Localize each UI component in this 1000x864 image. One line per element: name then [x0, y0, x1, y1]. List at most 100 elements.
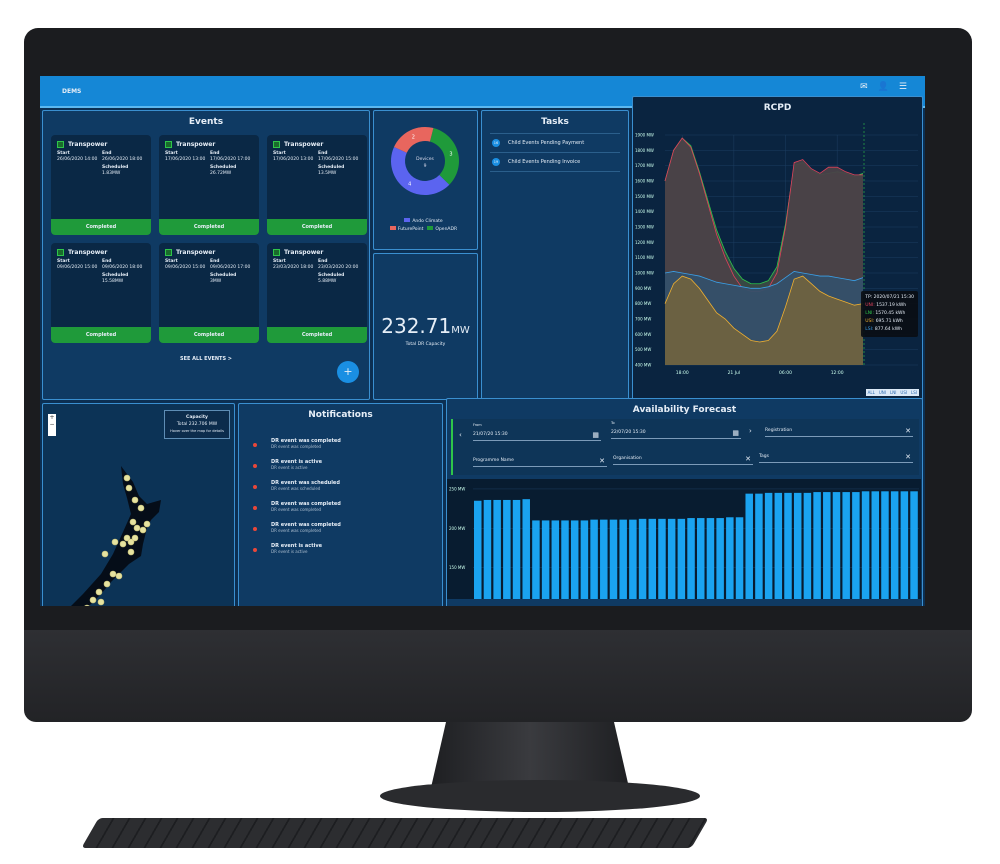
legend-item[interactable]: Ando Climate — [404, 218, 443, 224]
clear-icon[interactable]: ✕ — [599, 457, 605, 465]
donut-slice-openadr[interactable] — [429, 128, 459, 185]
forecast-bar[interactable] — [512, 499, 521, 599]
device-location-marker[interactable] — [123, 474, 131, 482]
donut-slice-futurepoint[interactable] — [394, 127, 434, 153]
forecast-bar[interactable] — [600, 519, 608, 599]
forecast-bar[interactable] — [580, 520, 589, 599]
rcpd-series-button[interactable]: ALL — [867, 390, 875, 395]
forecast-bar[interactable] — [755, 493, 763, 599]
forecast-bar[interactable] — [832, 492, 841, 599]
device-location-marker[interactable] — [95, 588, 103, 596]
forecast-bar[interactable] — [493, 499, 501, 599]
forecast-bar[interactable] — [803, 492, 812, 599]
forecast-bar[interactable] — [852, 492, 860, 599]
forecast-bar[interactable] — [609, 519, 618, 599]
clear-icon[interactable]: ✕ — [905, 427, 911, 435]
forecast-bar[interactable] — [541, 520, 550, 599]
device-location-marker[interactable] — [143, 520, 151, 528]
forecast-bar[interactable] — [735, 517, 744, 599]
prev-arrow-icon[interactable]: ‹ — [459, 431, 462, 439]
forecast-bar[interactable] — [842, 492, 850, 599]
forecast-bar[interactable] — [793, 492, 802, 599]
forecast-bar[interactable] — [638, 518, 647, 599]
from-date-field[interactable]: From 21/07/20 15:30 ▦ — [473, 423, 601, 441]
registration-field[interactable]: Registration ✕ — [765, 425, 913, 437]
notification-item[interactable]: DR event was completed DR event was compl… — [239, 522, 442, 533]
user-icon[interactable]: 👤 — [877, 82, 889, 92]
forecast-bar[interactable] — [474, 500, 482, 599]
forecast-bar[interactable] — [522, 499, 530, 599]
forecast-bar[interactable] — [532, 520, 540, 599]
forecast-bar[interactable] — [629, 519, 637, 599]
donut-slice-ando-climate[interactable] — [391, 146, 450, 195]
device-location-marker[interactable] — [101, 550, 109, 558]
programme-name-field[interactable]: Programme Name ✕ — [473, 455, 607, 467]
forecast-bar[interactable] — [658, 518, 666, 599]
forecast-bar[interactable] — [813, 492, 821, 599]
forecast-bar[interactable] — [619, 519, 627, 599]
rcpd-series-button[interactable]: UNI — [878, 390, 886, 395]
line-usi[interactable] — [664, 275, 864, 343]
rcpd-series-button[interactable]: LNI — [889, 390, 897, 395]
event-card[interactable]: Transpower Start 09/06/2020 15:00 End 09/06/… — [51, 243, 151, 343]
device-location-marker[interactable] — [133, 524, 141, 532]
device-location-marker[interactable] — [139, 526, 147, 534]
see-all-events-link[interactable]: SEE ALL EVENTS > — [180, 356, 232, 362]
device-location-marker[interactable] — [131, 534, 139, 542]
forecast-bar[interactable] — [871, 491, 880, 599]
to-date-field[interactable]: To 22/07/20 15:30 ▦ — [611, 421, 741, 439]
forecast-bar[interactable] — [784, 492, 792, 599]
calendar-icon[interactable]: ▦ — [732, 429, 739, 437]
forecast-bar[interactable] — [910, 491, 918, 599]
next-arrow-icon[interactable]: › — [749, 427, 752, 435]
event-card[interactable]: Transpower Start 09/06/2020 15:00 End 09/06/… — [159, 243, 259, 343]
forecast-bar[interactable] — [861, 491, 870, 599]
notification-item[interactable]: DR event was scheduled DR event was sched… — [239, 480, 442, 491]
device-location-marker[interactable] — [119, 540, 127, 548]
new-zealand-map[interactable] — [43, 404, 235, 606]
task-item[interactable]: 16 Child Events Pending Payment — [490, 134, 620, 153]
notification-item[interactable]: DR event is active DR event is active — [239, 543, 442, 554]
mail-icon[interactable]: ✉ — [860, 82, 868, 92]
organisation-field[interactable]: Organisation ✕ — [613, 453, 753, 465]
forecast-bar[interactable] — [551, 520, 560, 599]
map-zoom-control[interactable]: + − — [48, 414, 56, 436]
menu-icon[interactable]: ☰ — [898, 82, 907, 92]
rcpd-series-button[interactable]: USI — [900, 390, 908, 395]
device-location-marker[interactable] — [84, 604, 90, 606]
forecast-bar[interactable] — [716, 518, 724, 599]
device-location-marker[interactable] — [131, 496, 139, 504]
forecast-bar[interactable] — [900, 491, 909, 599]
clear-icon[interactable]: ✕ — [745, 455, 751, 463]
forecast-bar[interactable] — [764, 492, 773, 599]
device-location-marker[interactable] — [97, 598, 105, 606]
add-event-button[interactable]: + — [337, 361, 359, 383]
device-location-marker[interactable] — [137, 504, 145, 512]
forecast-bar[interactable] — [890, 491, 899, 599]
device-location-marker[interactable] — [125, 484, 133, 492]
device-location-marker[interactable] — [123, 534, 131, 542]
event-card[interactable]: Transpower Start 26/06/2020 14:00 End 26/06/… — [51, 135, 151, 235]
device-location-marker[interactable] — [109, 570, 117, 578]
device-location-marker[interactable] — [129, 518, 137, 526]
notification-item[interactable]: DR event was completed DR event was compl… — [239, 438, 442, 449]
forecast-bar[interactable] — [590, 519, 598, 599]
task-item[interactable]: 19 Child Events Pending Invoice — [490, 153, 620, 172]
forecast-bar[interactable] — [503, 499, 511, 599]
forecast-bar[interactable] — [687, 518, 695, 599]
device-location-marker[interactable] — [115, 572, 123, 580]
forecast-bar[interactable] — [774, 492, 783, 599]
forecast-bar[interactable] — [881, 491, 889, 599]
device-location-marker[interactable] — [127, 538, 135, 546]
tags-field[interactable]: Tags ✕ — [759, 451, 913, 463]
device-location-marker[interactable] — [89, 596, 97, 604]
event-card[interactable]: Transpower Start 23/03/2020 18:00 End 23/03/… — [267, 243, 367, 343]
forecast-bar[interactable] — [823, 492, 831, 599]
legend-item[interactable]: FuturePoint — [389, 226, 423, 232]
forecast-bar[interactable] — [697, 518, 705, 599]
event-card[interactable]: Transpower Start 17/06/2020 13:00 End 17/06/… — [159, 135, 259, 235]
forecast-bar[interactable] — [561, 520, 569, 599]
calendar-icon[interactable]: ▦ — [592, 431, 599, 439]
event-card[interactable]: Transpower Start 17/06/2020 13:00 End 17/06/… — [267, 135, 367, 235]
legend-item[interactable]: OpenADR — [427, 226, 457, 232]
